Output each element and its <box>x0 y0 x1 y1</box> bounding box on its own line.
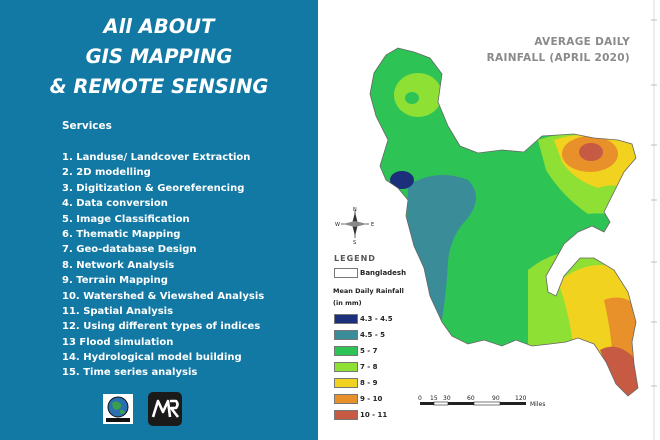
compass-n: N <box>353 207 357 213</box>
legend-label: 7 - 8 <box>360 363 378 371</box>
legend-swatch <box>334 394 358 404</box>
legend-swatch <box>334 330 358 340</box>
title-line: GIS MAPPING <box>85 45 233 68</box>
service-item: 9. Terrain Mapping <box>62 275 168 287</box>
services-heading: Services <box>62 120 112 132</box>
scale-bar <box>420 401 526 406</box>
scale-tick-label: 30 <box>443 395 451 402</box>
scale-tick-label: 120 <box>515 395 527 402</box>
legend-unit: (in mm) <box>333 299 362 307</box>
scale-tick-label: 60 <box>467 395 475 402</box>
map-title-line: RAINFALL (APRIL 2020) <box>486 52 630 64</box>
scale-tick-label: 15 <box>430 395 438 402</box>
service-item: 5. Image Classification <box>62 213 190 225</box>
scale-unit: Miles <box>530 401 546 408</box>
compass-rose-icon <box>341 210 369 238</box>
map-title-line: AVERAGE DAILY <box>534 36 630 48</box>
legend-label: 8 - 9 <box>360 379 378 387</box>
compass-w: W <box>335 222 340 228</box>
service-item: 1. Landuse/ Landcover Extraction <box>62 152 251 163</box>
mr-logo <box>148 392 182 426</box>
legend-swatch <box>334 410 358 420</box>
service-item: 11. Spatial Analysis <box>62 305 174 317</box>
service-item: 15. Time series analysis <box>62 367 198 379</box>
legend-label: 4.5 - 5 <box>360 331 386 339</box>
map-title: AVERAGE DAILY RAINFALL (APRIL 2020) <box>470 34 630 66</box>
scale-tick-label: 90 <box>492 395 500 402</box>
legend-swatch <box>334 346 358 356</box>
legend-label: 4.3 - 4.5 <box>360 315 393 323</box>
scale-tick-label: 0 <box>418 395 422 402</box>
compass-e: E <box>371 222 374 228</box>
legend-label-boundary: Bangladesh <box>360 269 407 277</box>
service-item: 13 Flood simulation <box>62 336 174 348</box>
legend-variable: Mean Daily Rainfall <box>333 287 404 295</box>
service-item: 8. Network Analysis <box>62 259 175 271</box>
services-list: 1. Landuse/ Landcover Extraction 2. 2D m… <box>62 150 264 381</box>
service-item: 4. Data conversion <box>62 198 168 210</box>
legend-variable-title: Mean Daily Rainfall (in mm) <box>333 285 404 309</box>
legend-swatch <box>334 378 358 388</box>
bangladesh-boundary <box>369 47 639 397</box>
globe-logo-icon <box>103 394 133 424</box>
title-line: All ABOUT <box>103 15 215 38</box>
poster-panel: All ABOUT GIS MAPPING & REMOTE SENSING S… <box>0 0 318 440</box>
map-frame-ticks <box>651 0 657 440</box>
legend-label: 9 - 10 <box>360 395 383 403</box>
service-item: 12. Using different types of indices <box>62 321 261 333</box>
legend-swatch <box>334 314 358 324</box>
title-line: & REMOTE SENSING <box>49 75 269 98</box>
legend-label: 5 - 7 <box>360 347 378 355</box>
service-item: 14. Hydrological model building <box>62 352 242 364</box>
service-item: 10. Watershed & Viewshed Analysis <box>62 290 265 302</box>
service-item: 3. Digitization & Georeferencing <box>62 182 245 194</box>
legend-swatch-boundary <box>334 268 358 278</box>
service-item: 7. Geo-database Design <box>62 244 197 256</box>
service-item: 6. Thematic Mapping <box>62 228 181 240</box>
service-item: 2. 2D modelling <box>62 167 151 179</box>
legend-swatch <box>334 362 358 372</box>
compass-s: S <box>353 240 356 246</box>
poster-title: All ABOUT GIS MAPPING & REMOTE SENSING <box>0 12 318 102</box>
legend-title: LEGEND <box>334 254 376 263</box>
rainfall-map: N S E W <box>335 47 639 406</box>
legend-label: 10 - 11 <box>360 411 388 419</box>
